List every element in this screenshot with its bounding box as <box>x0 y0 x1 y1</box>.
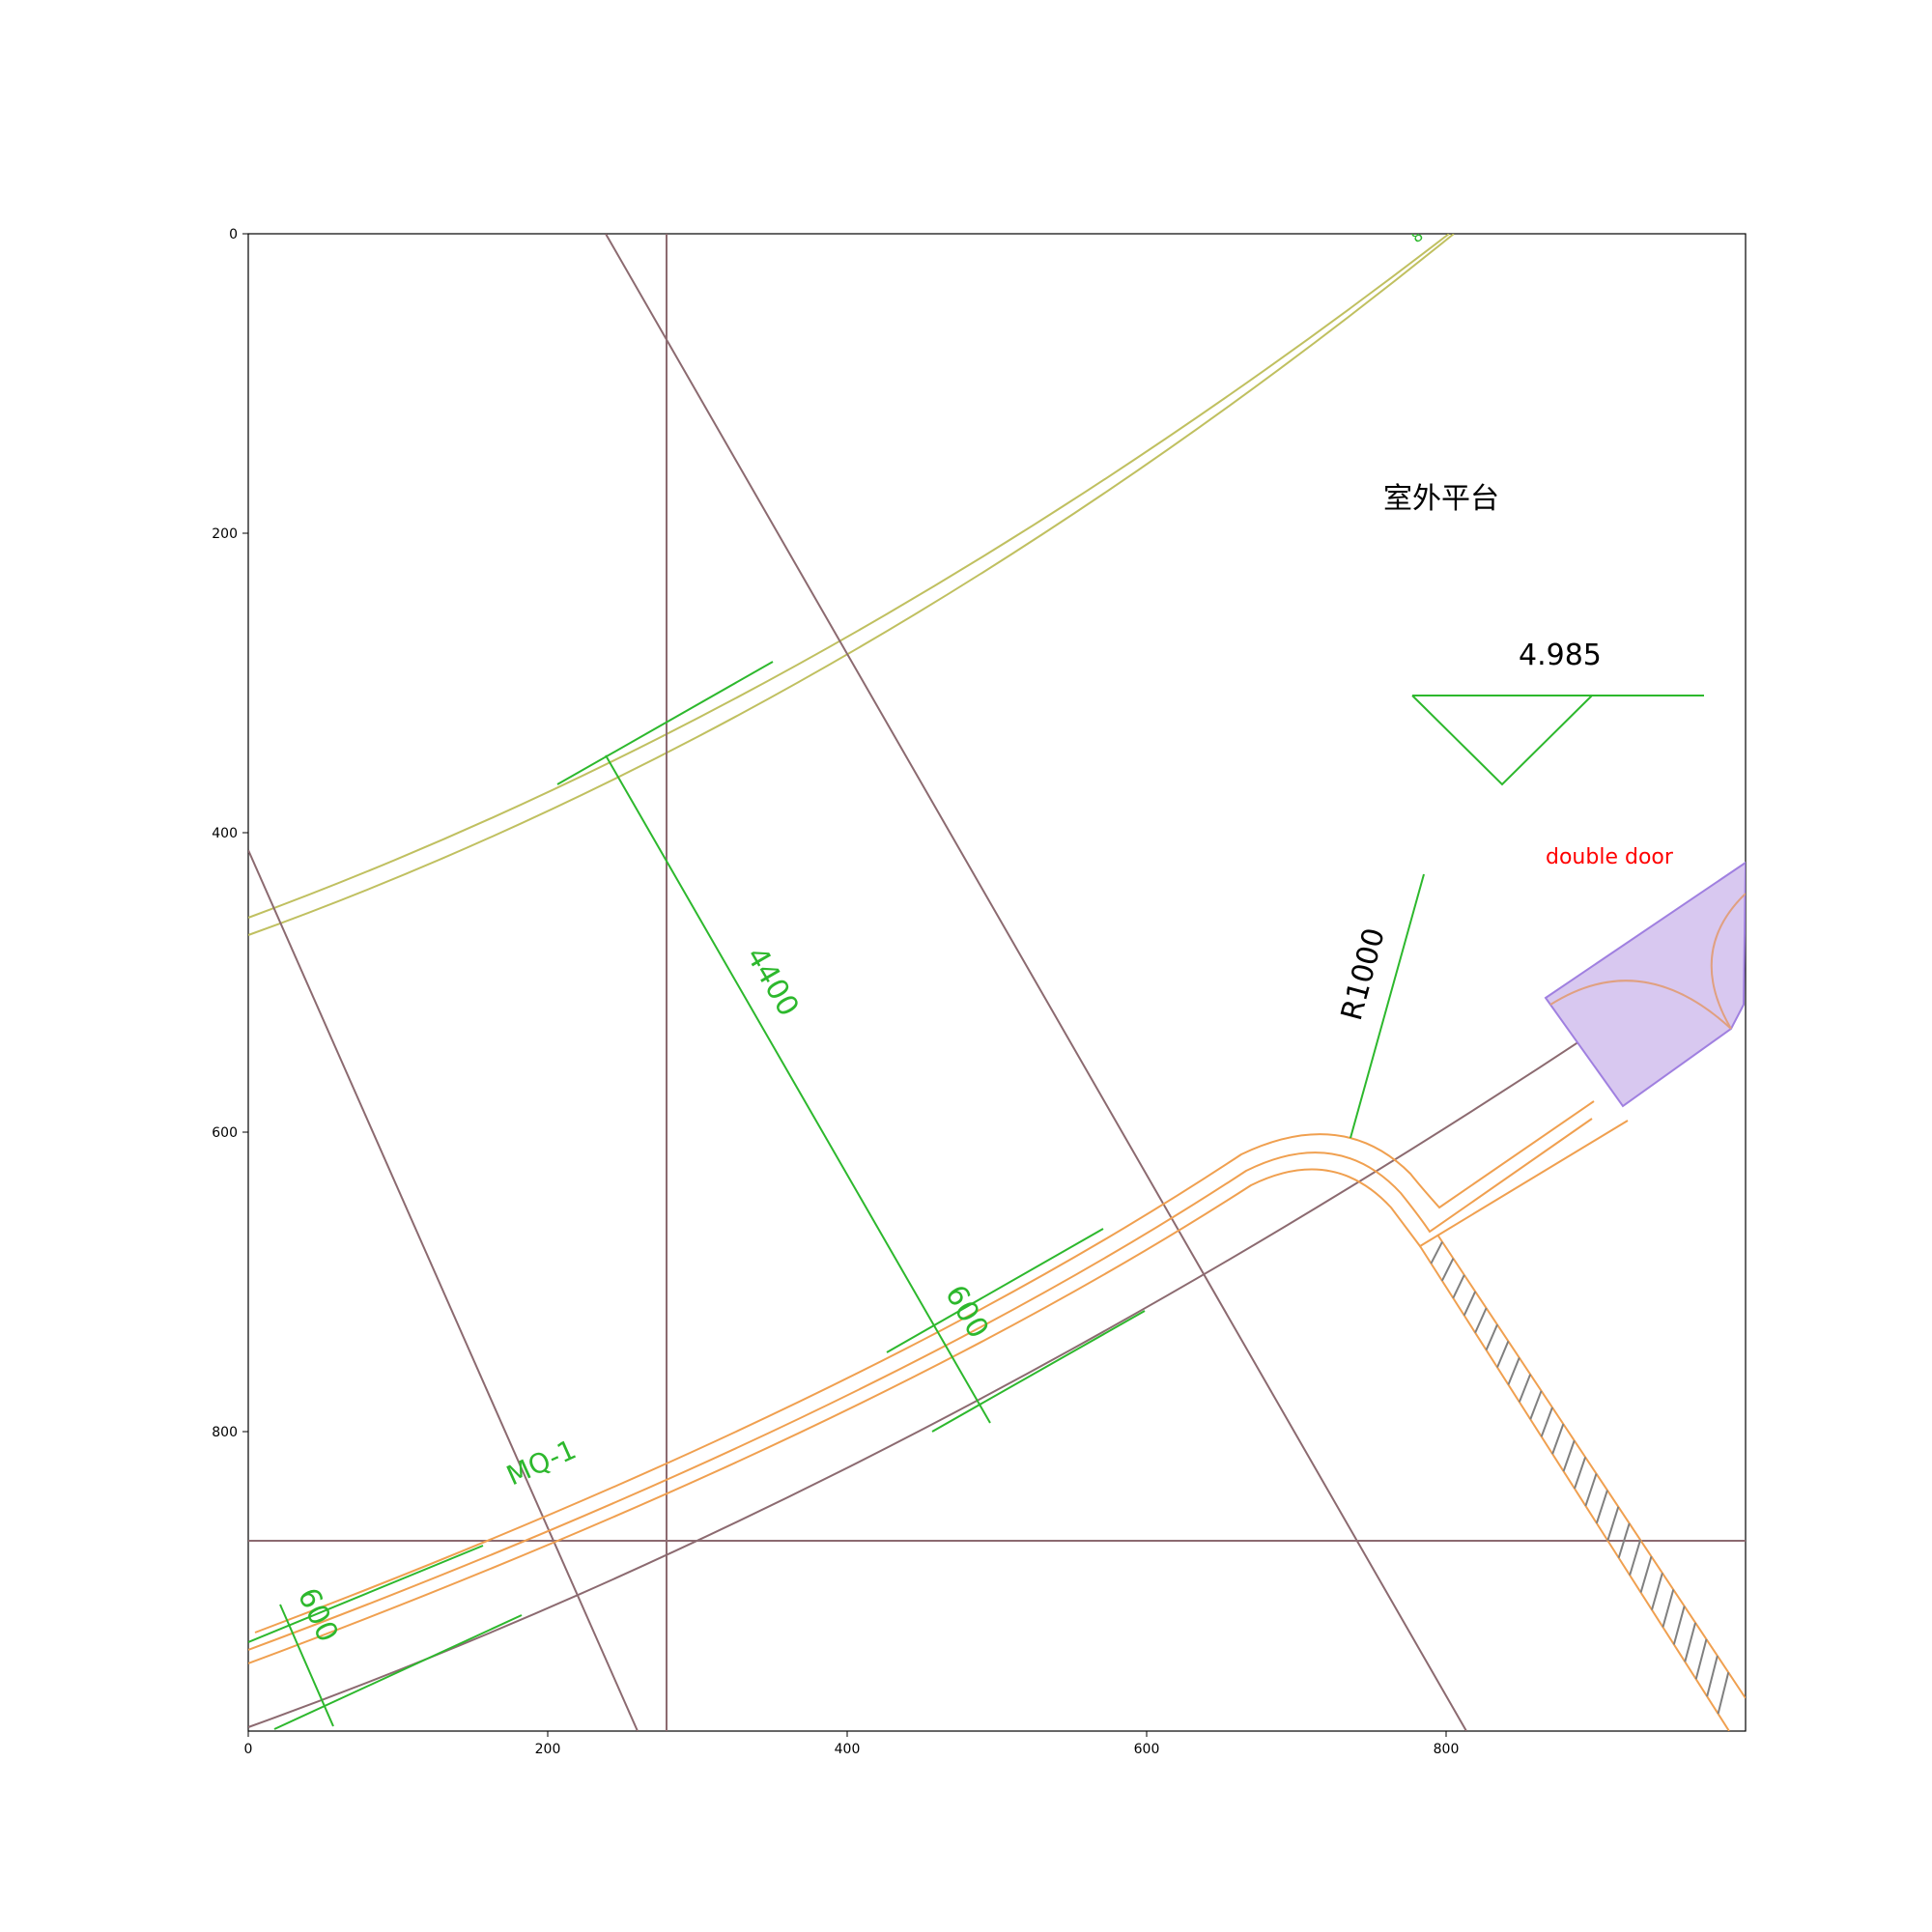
hatch-mark <box>1629 1539 1642 1576</box>
hatch-mark <box>1540 1406 1553 1437</box>
hatch-mark <box>1485 1323 1498 1350</box>
hatch-mark <box>1584 1473 1598 1507</box>
hatch-mark <box>1684 1622 1697 1662</box>
y-tick-label: 600 <box>212 1125 238 1141</box>
hatch-mark <box>1706 1655 1719 1697</box>
door-label: double door <box>1546 845 1674 869</box>
x-tick-label: 800 <box>1434 1742 1460 1757</box>
y-tick-label: 0 <box>229 227 238 242</box>
hatch-mark <box>1562 1439 1576 1472</box>
hatch-mark <box>1672 1605 1686 1645</box>
wall-hatch <box>1430 1241 1730 1715</box>
hatch-mark <box>1617 1522 1631 1559</box>
hatch-mark <box>1595 1490 1608 1524</box>
hatch-mark <box>1639 1555 1653 1593</box>
hatch-mark <box>1717 1672 1730 1715</box>
x-tick-label: 200 <box>535 1742 561 1757</box>
x-tick-label: 400 <box>835 1742 861 1757</box>
x-axis: 0 200 400 600 800 <box>244 1731 1460 1757</box>
hatch-mark <box>1662 1589 1675 1628</box>
hatch-mark <box>1651 1573 1663 1610</box>
double-door <box>1544 861 1746 1108</box>
radius-label: R1000 <box>1335 924 1392 1024</box>
door-swing-right <box>1710 893 1746 1030</box>
hatch-mark <box>1463 1291 1477 1317</box>
room-label: 室外平台 <box>1383 482 1499 516</box>
dimension-600-mid-label: 600 <box>938 1280 995 1345</box>
hatch-mark <box>1452 1274 1465 1299</box>
y-tick-label: 200 <box>212 526 238 542</box>
hatch-mark <box>1496 1341 1510 1368</box>
hatch-mark <box>1606 1506 1620 1542</box>
hatch-mark <box>1518 1374 1532 1403</box>
dimension-lines <box>248 661 1704 1730</box>
y-tick-label: 800 <box>212 1425 238 1440</box>
hatch-mark <box>1507 1357 1520 1385</box>
y-axis: 0 200 400 600 800 <box>212 227 248 1440</box>
hatch-mark <box>1551 1423 1565 1455</box>
elevation-label: 4.985 <box>1519 639 1602 672</box>
y-tick-label: 400 <box>212 826 238 841</box>
hatch-mark <box>1694 1638 1708 1680</box>
grid-axis-lines <box>248 234 1746 1731</box>
hatch-mark <box>1440 1258 1455 1282</box>
plot-frame <box>247 233 1747 1732</box>
wall-tag-label: MQ-1 <box>501 1434 581 1492</box>
x-tick-label: 0 <box>244 1742 253 1757</box>
dimension-4400-label: 4400 <box>739 942 805 1023</box>
platform-edge-curve <box>248 234 1455 936</box>
hatch-mark <box>1474 1307 1488 1334</box>
x-tick-label: 600 <box>1134 1742 1160 1757</box>
top-marker: 8 <box>1407 226 1426 246</box>
hatch-mark <box>1529 1390 1543 1420</box>
door-swing-left <box>1549 980 1732 1030</box>
hatch-mark <box>1574 1457 1587 1490</box>
hatch-mark <box>1430 1241 1443 1264</box>
door-zone <box>1544 861 1746 1108</box>
